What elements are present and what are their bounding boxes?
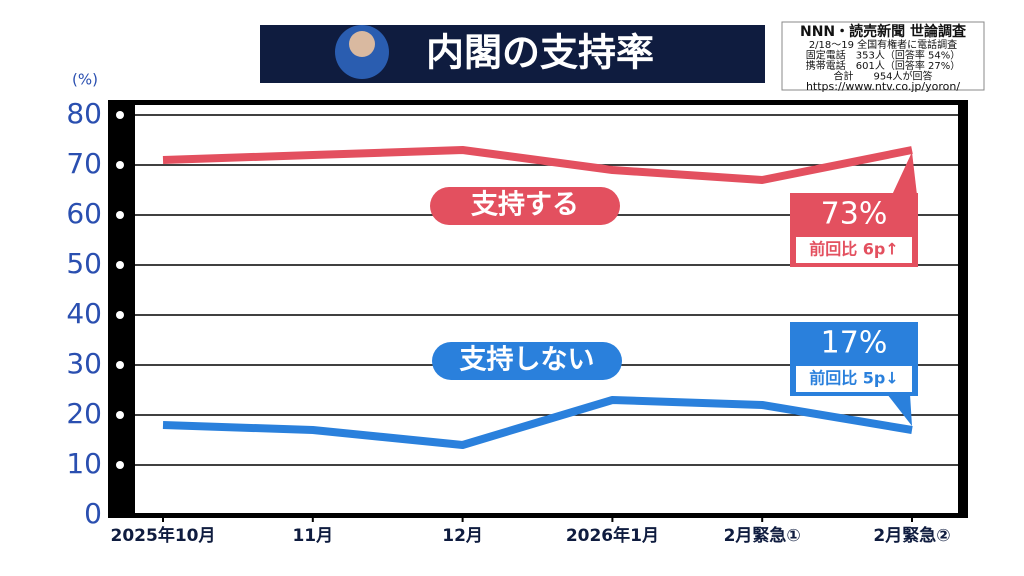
- y-tick-label: 30: [66, 347, 102, 380]
- data-label: 73%: [821, 197, 888, 232]
- y-tick-dot: [116, 411, 124, 419]
- source-note: https://www.ntv.co.jp/yoron/: [806, 80, 960, 93]
- y-tick-dot: [116, 261, 124, 269]
- source-note: 合計 954人が回答: [833, 70, 932, 83]
- change-box: [796, 237, 912, 263]
- y-tick-dot: [116, 311, 124, 319]
- x-tick-label: 2025年10月: [111, 525, 216, 546]
- y-tick-dot: [116, 461, 124, 469]
- y-tick-label: 50: [66, 247, 102, 280]
- y-unit: (%): [72, 71, 98, 89]
- y-tick-dot: [116, 211, 124, 219]
- chart-title: 内閣の支持率: [426, 31, 654, 75]
- y-tick-dot: [116, 111, 124, 119]
- y-tick-label: 20: [66, 397, 102, 430]
- series-line: [162, 396, 913, 449]
- y-tick-label: 70: [66, 147, 102, 180]
- callout-pointer: [892, 152, 917, 195]
- y-tick-label: 80: [66, 97, 102, 130]
- y-tick-label: 0: [84, 497, 102, 530]
- change-box: [796, 366, 912, 392]
- legend-pill: [430, 187, 620, 225]
- y-tick-label: 60: [66, 197, 102, 230]
- legend-label: 支持しない: [460, 345, 595, 376]
- source-note: 固定電話 353人（回答率 54%）: [806, 49, 961, 62]
- y-tick-label: 40: [66, 297, 102, 330]
- series-line: [162, 146, 913, 184]
- plot-area: [135, 105, 958, 513]
- y-tick-dot: [116, 361, 124, 369]
- source-note: 2/18〜19 全国有権者に電話調査: [809, 38, 957, 51]
- source-note: 携帯電話 601人（回答率 27%）: [806, 59, 961, 72]
- source-box: [781, 21, 985, 91]
- x-tick-label: 12月: [442, 526, 483, 546]
- x-tick-label: 2月緊急①: [724, 525, 801, 546]
- x-tick-label: 11月: [292, 526, 333, 546]
- change-note: 前回比 5p↓: [809, 369, 899, 388]
- callout-pointer: [887, 394, 912, 426]
- legend-pill: [432, 342, 622, 380]
- data-label: 17%: [821, 326, 888, 361]
- y-tick-dot: [116, 161, 124, 169]
- x-tick-label: 2月緊急②: [873, 525, 950, 546]
- legend-label: 支持する: [471, 190, 579, 221]
- source-note: NNN・読売新聞 世論調査: [800, 23, 967, 40]
- portrait-face: [349, 31, 375, 57]
- x-tick-label: 2026年1月: [566, 525, 659, 546]
- y-tick-label: 10: [66, 447, 102, 480]
- change-note: 前回比 6p↑: [809, 240, 899, 259]
